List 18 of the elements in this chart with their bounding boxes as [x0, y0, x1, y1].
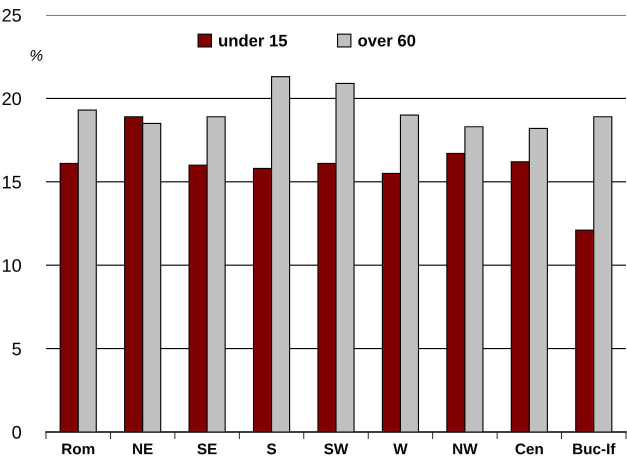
y-tick-label: 15	[2, 176, 21, 189]
legend-label: under 15	[219, 34, 288, 46]
y-tick-label: 10	[2, 259, 21, 272]
x-tick-label: W	[393, 444, 408, 454]
x-tick-label: NE	[133, 444, 153, 454]
legend-label: over 60	[358, 34, 416, 46]
y-tick-label: 25	[2, 8, 21, 22]
y-tick-label: 0	[12, 426, 21, 439]
x-tick-label: S	[266, 444, 276, 454]
x-tick-label: Buc-If	[573, 443, 616, 454]
x-tick-label: SW	[324, 444, 348, 454]
y-axis-title: %	[30, 50, 42, 61]
y-tick-label: 5	[12, 342, 21, 356]
x-tick-label: SE	[197, 444, 217, 454]
x-tick-label: NW	[453, 444, 478, 454]
x-tick-label: Rom	[62, 444, 94, 454]
y-tick-label: 20	[2, 92, 21, 106]
x-tick-label: Cen	[516, 444, 543, 454]
